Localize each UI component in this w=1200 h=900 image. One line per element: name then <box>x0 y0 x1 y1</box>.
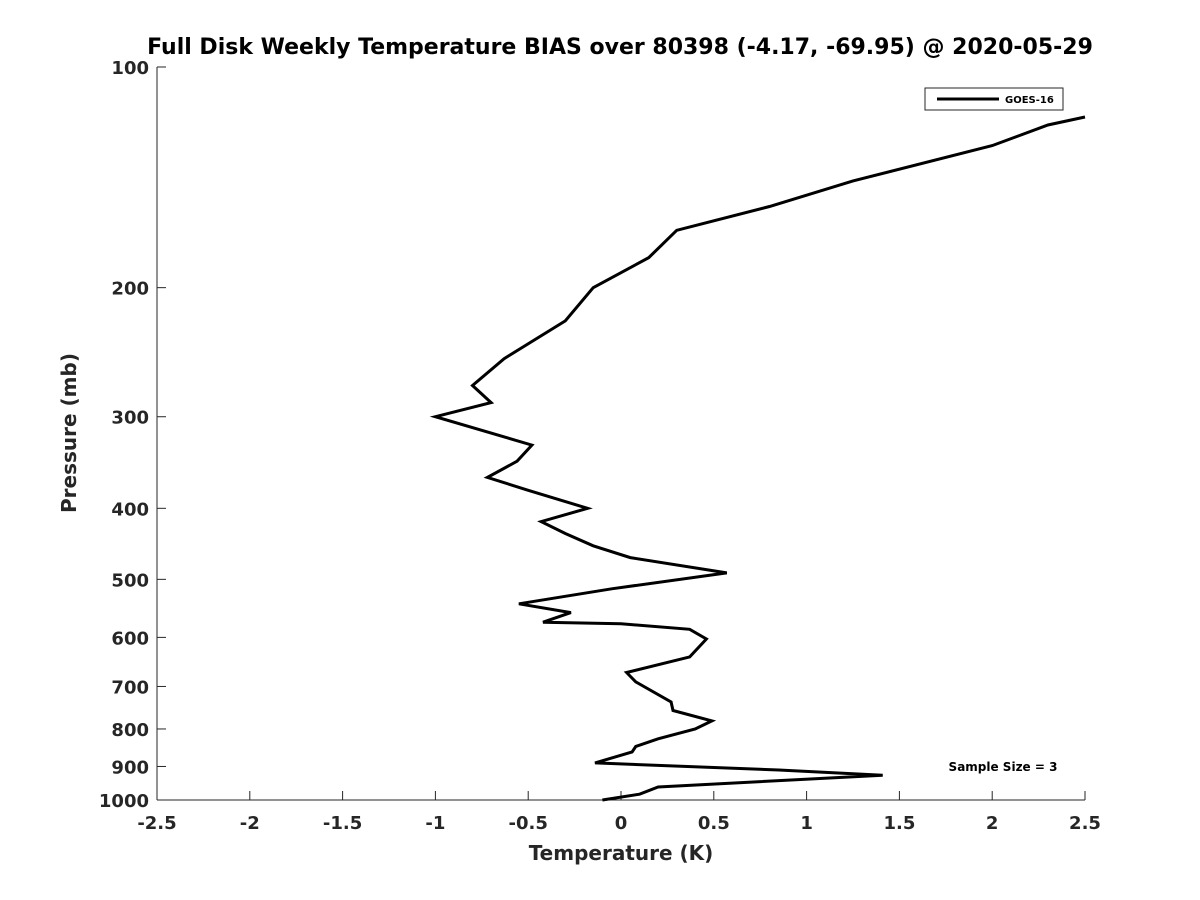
y-tick-label: 800 <box>111 720 149 741</box>
x-tick-label: 0 <box>615 813 628 834</box>
legend-label-goes-16: GOES-16 <box>1005 95 1054 106</box>
y-tick-label: 100 <box>111 58 149 79</box>
y-tick-label: 1000 <box>99 791 149 812</box>
plot-area: -2.5 -2 -1.5 -1 -0.5 0 0.5 1 1.5 2 2.5 100 200 300 40… <box>99 58 1101 834</box>
x-axis-ticks: -2.5 -2 -1.5 -1 -0.5 0 0.5 1 1.5 2 2.5 <box>137 791 1101 834</box>
y-tick-label: 900 <box>111 757 149 778</box>
legend: GOES-16 <box>924 87 1064 111</box>
x-tick-label: 2.5 <box>1069 813 1101 834</box>
y-tick-label: 500 <box>111 570 149 591</box>
x-tick-label: 1.5 <box>883 813 915 834</box>
x-tick-label: -2 <box>240 813 260 834</box>
y-axis-label: Pressure (mb) <box>57 353 81 513</box>
x-tick-label: -2.5 <box>137 813 176 834</box>
x-tick-label: -1.5 <box>323 813 362 834</box>
series-line-goes-16 <box>429 115 1086 802</box>
x-tick-label: -0.5 <box>509 813 548 834</box>
x-tick-label: 1 <box>800 813 813 834</box>
y-tick-label: 200 <box>111 279 149 300</box>
x-axis-label: Temperature (K) <box>529 841 714 865</box>
x-tick-label: 0.5 <box>698 813 730 834</box>
y-tick-label: 300 <box>111 408 149 429</box>
y-axis-ticks: 100 200 300 400 500 600 700 800 900 1000 <box>99 58 166 812</box>
chart-title: Full Disk Weekly Temperature BIAS over 8… <box>147 35 1093 60</box>
sample-size-annotation: Sample Size = 3 <box>949 760 1058 774</box>
x-tick-label: -1 <box>425 813 445 834</box>
y-tick-label: 400 <box>111 499 149 520</box>
y-tick-label: 700 <box>111 677 149 698</box>
x-tick-label: 2 <box>986 813 999 834</box>
y-tick-label: 600 <box>111 628 149 649</box>
